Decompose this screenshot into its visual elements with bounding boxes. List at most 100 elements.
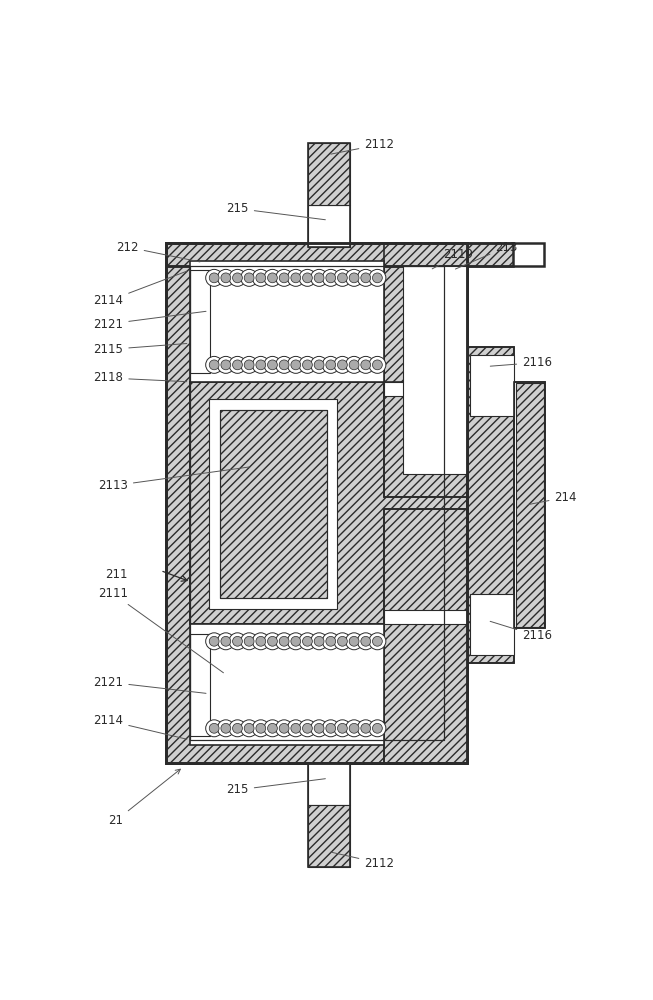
Bar xyxy=(189,624,383,745)
Circle shape xyxy=(314,636,324,646)
Text: 2111: 2111 xyxy=(98,587,223,673)
Bar xyxy=(167,243,467,763)
Circle shape xyxy=(314,723,324,733)
Circle shape xyxy=(206,356,223,373)
Circle shape xyxy=(209,360,219,370)
Text: 212: 212 xyxy=(116,241,200,262)
Circle shape xyxy=(279,723,289,733)
Circle shape xyxy=(369,633,386,650)
Circle shape xyxy=(372,360,382,370)
Bar xyxy=(308,805,349,867)
Circle shape xyxy=(302,723,312,733)
Circle shape xyxy=(299,633,316,650)
Circle shape xyxy=(291,360,300,370)
Bar xyxy=(403,266,467,474)
Bar xyxy=(470,594,515,655)
Circle shape xyxy=(232,273,242,283)
Circle shape xyxy=(264,269,281,286)
Text: 215: 215 xyxy=(227,779,325,796)
Circle shape xyxy=(349,273,359,283)
Circle shape xyxy=(232,636,242,646)
Circle shape xyxy=(241,633,257,650)
Circle shape xyxy=(241,269,257,286)
Circle shape xyxy=(314,273,324,283)
Circle shape xyxy=(357,720,374,737)
Circle shape xyxy=(311,720,328,737)
Circle shape xyxy=(221,273,231,283)
Text: 2119: 2119 xyxy=(432,248,473,269)
Circle shape xyxy=(241,356,257,373)
Circle shape xyxy=(372,723,382,733)
Circle shape xyxy=(345,633,362,650)
Text: 2121: 2121 xyxy=(93,676,206,693)
Circle shape xyxy=(299,356,316,373)
Bar xyxy=(167,243,513,266)
Circle shape xyxy=(287,633,304,650)
Bar xyxy=(189,270,210,373)
Bar xyxy=(189,266,443,740)
Circle shape xyxy=(221,360,231,370)
Circle shape xyxy=(361,273,371,283)
Circle shape xyxy=(326,360,336,370)
Circle shape xyxy=(334,633,351,650)
Circle shape xyxy=(279,360,289,370)
Text: 2116: 2116 xyxy=(490,621,552,642)
Text: 2115: 2115 xyxy=(93,343,187,356)
Bar xyxy=(383,243,468,497)
Text: 2112: 2112 xyxy=(331,138,394,154)
Circle shape xyxy=(252,633,269,650)
Circle shape xyxy=(311,633,328,650)
Circle shape xyxy=(256,273,266,283)
Bar xyxy=(383,243,468,497)
Circle shape xyxy=(252,356,269,373)
Circle shape xyxy=(276,356,293,373)
Bar xyxy=(167,243,467,763)
Bar xyxy=(468,347,515,663)
Circle shape xyxy=(279,636,289,646)
Circle shape xyxy=(229,356,246,373)
Circle shape xyxy=(209,723,219,733)
Circle shape xyxy=(323,269,339,286)
Circle shape xyxy=(357,269,374,286)
Circle shape xyxy=(206,269,223,286)
Circle shape xyxy=(268,636,278,646)
Bar xyxy=(167,243,544,266)
Circle shape xyxy=(252,269,269,286)
Text: 2114: 2114 xyxy=(93,271,187,307)
Circle shape xyxy=(349,723,359,733)
Bar xyxy=(470,355,515,416)
Circle shape xyxy=(206,633,223,650)
Text: 2113: 2113 xyxy=(98,467,250,492)
Circle shape xyxy=(323,720,339,737)
Circle shape xyxy=(338,273,347,283)
Bar xyxy=(189,382,467,624)
Bar xyxy=(468,347,515,663)
Bar xyxy=(209,399,338,609)
Text: 211: 211 xyxy=(105,568,128,581)
Text: 213: 213 xyxy=(455,241,518,269)
Circle shape xyxy=(217,633,234,650)
Circle shape xyxy=(221,636,231,646)
Bar xyxy=(189,266,443,740)
Circle shape xyxy=(338,723,347,733)
Circle shape xyxy=(276,720,293,737)
Circle shape xyxy=(302,636,312,646)
Circle shape xyxy=(357,633,374,650)
Circle shape xyxy=(302,360,312,370)
Circle shape xyxy=(206,720,223,737)
Circle shape xyxy=(372,273,382,283)
Text: 21: 21 xyxy=(108,769,180,827)
Circle shape xyxy=(345,356,362,373)
Circle shape xyxy=(345,720,362,737)
Circle shape xyxy=(264,633,281,650)
Circle shape xyxy=(334,720,351,737)
Bar xyxy=(219,410,326,598)
Circle shape xyxy=(311,269,328,286)
Circle shape xyxy=(209,636,219,646)
Bar xyxy=(383,382,467,396)
Bar xyxy=(308,763,349,805)
Circle shape xyxy=(244,636,254,646)
Circle shape xyxy=(244,360,254,370)
Circle shape xyxy=(372,636,382,646)
Circle shape xyxy=(291,273,300,283)
